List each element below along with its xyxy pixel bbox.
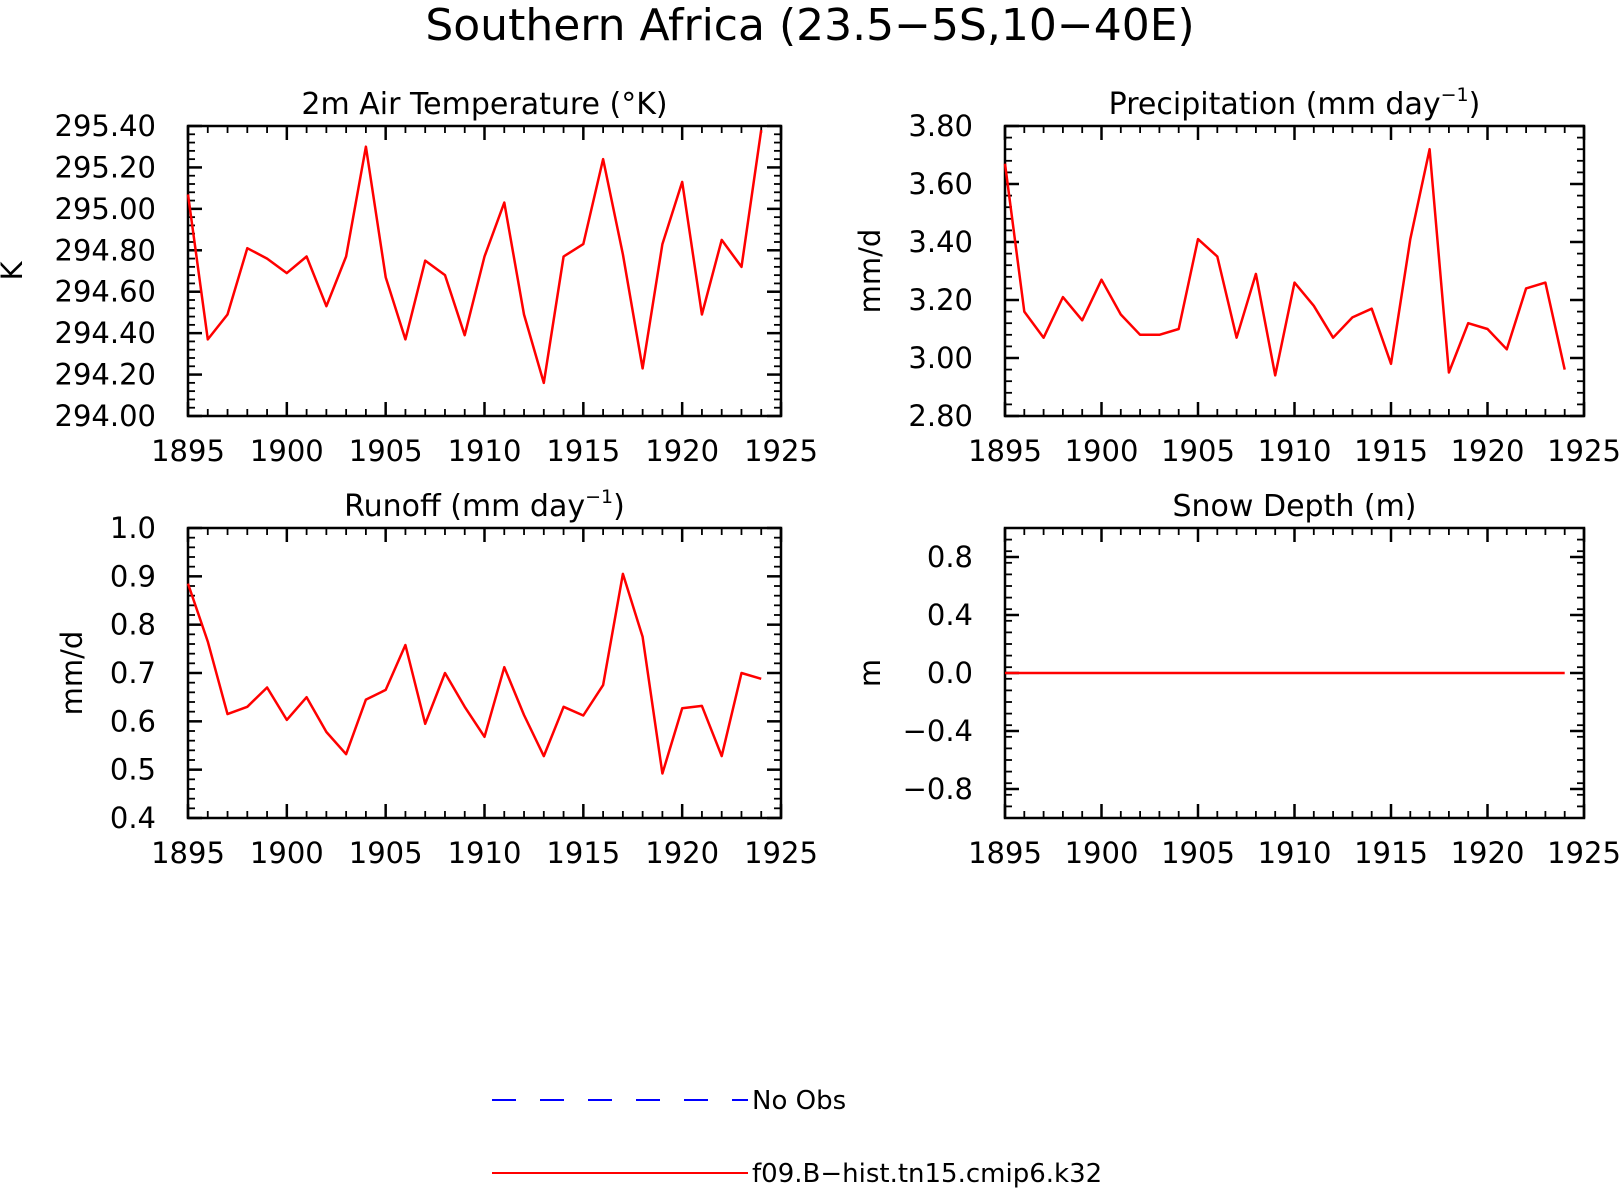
panel-title: Runoff (mm day−1) xyxy=(344,486,625,524)
panel-title-text: 2m Air Temperature (°K) xyxy=(301,87,667,122)
y-tick-label: 295.00 xyxy=(55,192,156,226)
panel-temperature: 2m Air Temperature (°K) 1895 1900 1905 1910 1… xyxy=(0,87,818,468)
y-tick-label: 294.60 xyxy=(55,275,156,309)
y-axis-label: m xyxy=(853,659,887,687)
main-title: Southern Africa (23.5−5S,10−40E) xyxy=(425,0,1194,51)
y-tick-label: 2.80 xyxy=(908,399,973,433)
y-tick-label: 0.4 xyxy=(110,801,156,835)
panel-title-superscript: −1 xyxy=(585,486,613,508)
legend-label: No Obs xyxy=(752,1086,846,1116)
y-tick-label: 294.20 xyxy=(55,358,156,392)
panel-title-text: Snow Depth (m) xyxy=(1172,489,1416,524)
legend: No Obs f09.B−hist.tn15.cmip6.k32 xyxy=(492,1086,1102,1188)
y-tick-label: 0.9 xyxy=(110,559,156,593)
x-tick-label: 1905 xyxy=(1161,836,1235,870)
x-tick-label: 1910 xyxy=(1258,434,1332,468)
y-tick-label: 3.80 xyxy=(908,109,973,143)
series-line xyxy=(1003,147,1566,377)
y-tick-label: 1.0 xyxy=(110,511,156,545)
panel-snow-depth: Snow Depth (m) 1895 1900 1905 1910 1915 1920 19… xyxy=(853,489,1621,870)
x-tick-label: 1900 xyxy=(1065,434,1139,468)
x-tick-label: 1905 xyxy=(349,836,423,870)
x-tick-label: 1900 xyxy=(250,434,324,468)
series-line xyxy=(186,572,762,775)
series-line xyxy=(186,129,763,385)
x-tick-label: 1900 xyxy=(1065,836,1139,870)
y-tick-label: 0.0 xyxy=(927,656,973,690)
panels: 2m Air Temperature (°K) 1895 1900 1905 1910 1… xyxy=(0,84,1621,870)
y-tick-label: 294.00 xyxy=(55,399,156,433)
y-tick-label: −0.4 xyxy=(903,714,973,748)
x-tick-label: 1905 xyxy=(1161,434,1235,468)
y-tick-label: 0.5 xyxy=(110,753,156,787)
y-tick-label: 3.00 xyxy=(908,341,973,375)
y-tick-label: 295.20 xyxy=(55,150,156,184)
y-tick-label: 0.4 xyxy=(927,598,973,632)
x-tick-label: 1915 xyxy=(546,836,620,870)
x-tick-label: 1910 xyxy=(1258,836,1332,870)
x-tick-label: 1925 xyxy=(744,434,818,468)
x-tick-label: 1895 xyxy=(968,836,1042,870)
x-tick-label: 1895 xyxy=(968,434,1042,468)
x-tick-label: 1910 xyxy=(448,434,522,468)
x-tick-label: 1910 xyxy=(448,836,522,870)
x-tick-label: 1925 xyxy=(1547,836,1621,870)
x-tick-label: 1895 xyxy=(151,836,225,870)
y-tick-label: 0.8 xyxy=(110,608,156,642)
x-tick-label: 1920 xyxy=(1451,836,1525,870)
x-tick-label: 1920 xyxy=(1451,434,1525,468)
y-tick-label: 3.20 xyxy=(908,283,973,317)
plot-frame xyxy=(1003,124,1586,418)
x-tick-label: 1925 xyxy=(1547,434,1621,468)
y-axis-label: mm/d xyxy=(853,229,887,314)
y-tick-label: 3.40 xyxy=(908,225,973,259)
x-tick-label: 1925 xyxy=(744,836,818,870)
y-tick-label: 3.60 xyxy=(908,167,973,201)
y-axis-label: K xyxy=(0,261,29,281)
y-tick-label: 0.8 xyxy=(927,540,973,574)
x-tick-label: 1900 xyxy=(250,836,324,870)
panel-runoff: Runoff (mm day−1) 1895 1900 1905 1910 1915 192… xyxy=(55,486,818,870)
y-axis-label: mm/d xyxy=(55,631,89,716)
y-tick-label: 0.7 xyxy=(110,656,156,690)
panel-title-text: Runoff (mm day xyxy=(344,489,585,524)
y-tick-label: 0.6 xyxy=(110,704,156,738)
x-tick-label: 1915 xyxy=(1354,434,1428,468)
x-tick-label: 1920 xyxy=(645,836,719,870)
panel-title: 2m Air Temperature (°K) xyxy=(301,87,667,122)
legend-label: f09.B−hist.tn15.cmip6.k32 xyxy=(752,1159,1102,1188)
y-tick-label: 294.40 xyxy=(55,316,156,350)
panel-title: Precipitation (mm day−1) xyxy=(1109,84,1481,122)
x-tick-label: 1905 xyxy=(349,434,423,468)
x-tick-label: 1915 xyxy=(1354,836,1428,870)
y-tick-label: 295.40 xyxy=(55,109,156,143)
panel-precipitation: Precipitation (mm day−1) 1895 1900 1905 1910… xyxy=(853,84,1621,468)
panel-title-superscript: −1 xyxy=(1441,84,1469,106)
x-tick-label: 1915 xyxy=(546,434,620,468)
panel-title-end: ) xyxy=(1469,87,1481,122)
plot-frame xyxy=(186,124,783,418)
y-tick-label: 294.80 xyxy=(55,233,156,267)
y-tick-label: −0.8 xyxy=(903,772,973,806)
panel-title-text: Precipitation (mm day xyxy=(1109,87,1441,122)
plot-frame xyxy=(186,526,783,820)
x-tick-label: 1895 xyxy=(151,434,225,468)
panel-title: Snow Depth (m) xyxy=(1172,489,1416,524)
x-tick-label: 1920 xyxy=(645,434,719,468)
panel-title-end: ) xyxy=(613,489,625,524)
